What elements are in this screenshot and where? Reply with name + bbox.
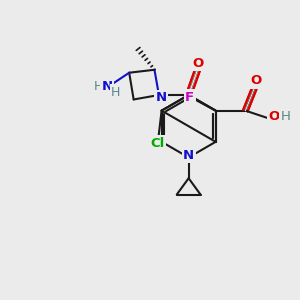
Text: F: F <box>185 91 194 104</box>
Text: O: O <box>268 110 280 123</box>
Text: O: O <box>192 57 203 70</box>
Text: H: H <box>94 80 103 93</box>
Text: O: O <box>250 74 261 87</box>
Text: N: N <box>183 148 194 162</box>
Text: H: H <box>111 85 121 98</box>
Text: H: H <box>280 110 290 123</box>
Text: N: N <box>101 80 112 93</box>
Text: N: N <box>156 92 167 104</box>
Text: Cl: Cl <box>150 137 164 150</box>
